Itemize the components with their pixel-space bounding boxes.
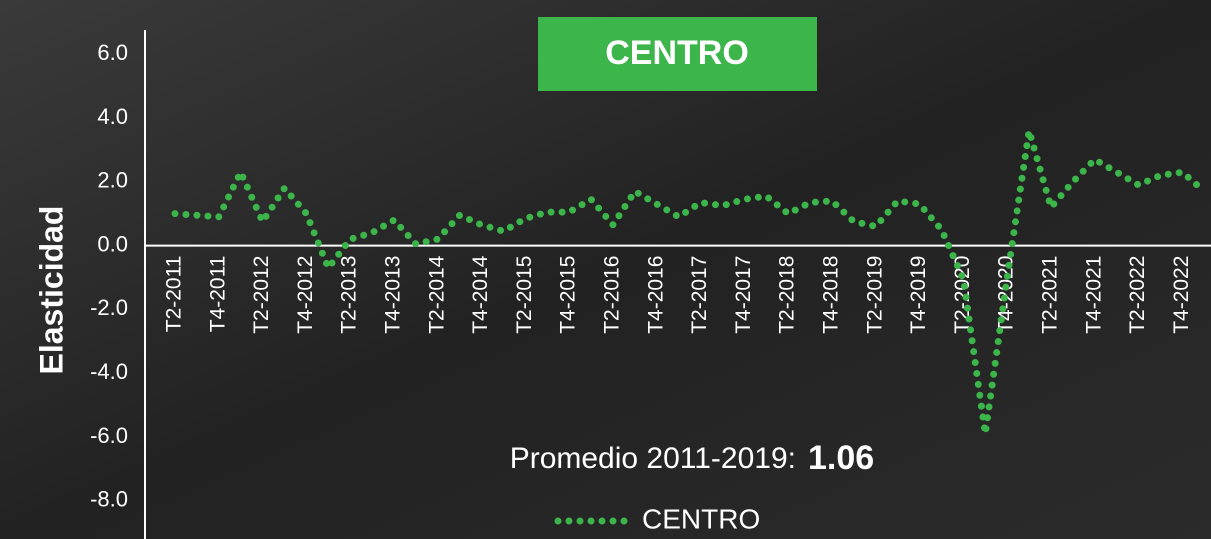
x-tick-label: T2-2017 bbox=[688, 256, 711, 334]
x-tick-label: T2-2013 bbox=[338, 256, 361, 334]
chart: CENTRO Elasticidad Promedio 2011-2019: 1… bbox=[0, 0, 1211, 539]
x-tick-label: T4-2015 bbox=[557, 256, 580, 334]
y-tick-label: -6.0 bbox=[90, 423, 128, 448]
x-tick-label: T4-2018 bbox=[820, 256, 843, 334]
y-tick-label: 6.0 bbox=[97, 40, 128, 65]
x-tick-label: T4-2013 bbox=[382, 256, 405, 334]
x-tick-label: T4-2022 bbox=[1170, 256, 1193, 334]
x-tick-label: T4-2019 bbox=[907, 256, 930, 334]
y-axis-label: Elasticidad bbox=[33, 206, 69, 375]
x-tick-label: T2-2016 bbox=[601, 256, 624, 334]
x-tick-label: T4-2021 bbox=[1082, 256, 1105, 334]
x-tick-label: T2-2021 bbox=[1039, 256, 1062, 334]
y-tick-label: -8.0 bbox=[90, 487, 128, 512]
x-tick-label: T2-2015 bbox=[513, 256, 536, 334]
x-tick-label: T2-2019 bbox=[863, 256, 886, 334]
x-tick-label: T2-2022 bbox=[1126, 256, 1149, 334]
x-tick-label: T2-2014 bbox=[425, 255, 448, 334]
x-tick-label: T4-2011 bbox=[206, 256, 229, 333]
x-tick-label: T4-2012 bbox=[294, 256, 317, 334]
x-tick-label: T4-2014 bbox=[469, 255, 492, 334]
y-tick-label: -2.0 bbox=[90, 295, 128, 320]
x-tick-label: T4-2016 bbox=[644, 256, 667, 334]
legend-label: CENTRO bbox=[642, 503, 760, 534]
x-tick-label: T2-2018 bbox=[776, 256, 799, 334]
x-tick-label: T2-2012 bbox=[250, 256, 273, 334]
chart-title: CENTRO bbox=[605, 34, 749, 72]
x-tick-label: T4-2017 bbox=[732, 256, 755, 334]
y-tick-label: 4.0 bbox=[97, 104, 128, 129]
y-tick-label: 0.0 bbox=[97, 231, 128, 256]
annotation-label: Promedio 2011-2019: bbox=[510, 442, 796, 475]
annotation-value: 1.06 bbox=[808, 439, 874, 477]
y-tick-label: 2.0 bbox=[97, 168, 128, 193]
y-tick-label: -4.0 bbox=[90, 359, 128, 384]
x-tick-label: T2-2011 bbox=[163, 256, 186, 333]
